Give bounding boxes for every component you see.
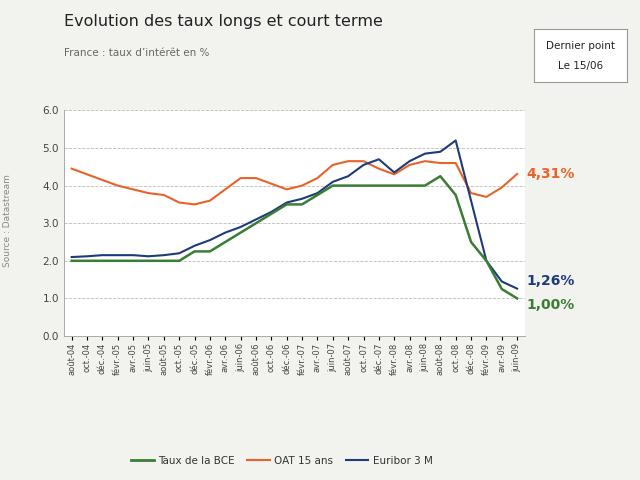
Text: Evolution des taux longs et court terme: Evolution des taux longs et court terme — [64, 14, 383, 29]
Text: Le 15/06: Le 15/06 — [558, 61, 604, 71]
Text: 1,26%: 1,26% — [527, 275, 575, 288]
Text: Dernier point: Dernier point — [547, 41, 615, 51]
Text: 4,31%: 4,31% — [527, 167, 575, 181]
Text: 1,00%: 1,00% — [527, 298, 575, 312]
Text: France : taux d’intérêt en %: France : taux d’intérêt en % — [64, 48, 209, 58]
Legend: Taux de la BCE, OAT 15 ans, Euribor 3 M: Taux de la BCE, OAT 15 ans, Euribor 3 M — [127, 452, 436, 470]
Text: Source : Datastream: Source : Datastream — [3, 174, 12, 267]
